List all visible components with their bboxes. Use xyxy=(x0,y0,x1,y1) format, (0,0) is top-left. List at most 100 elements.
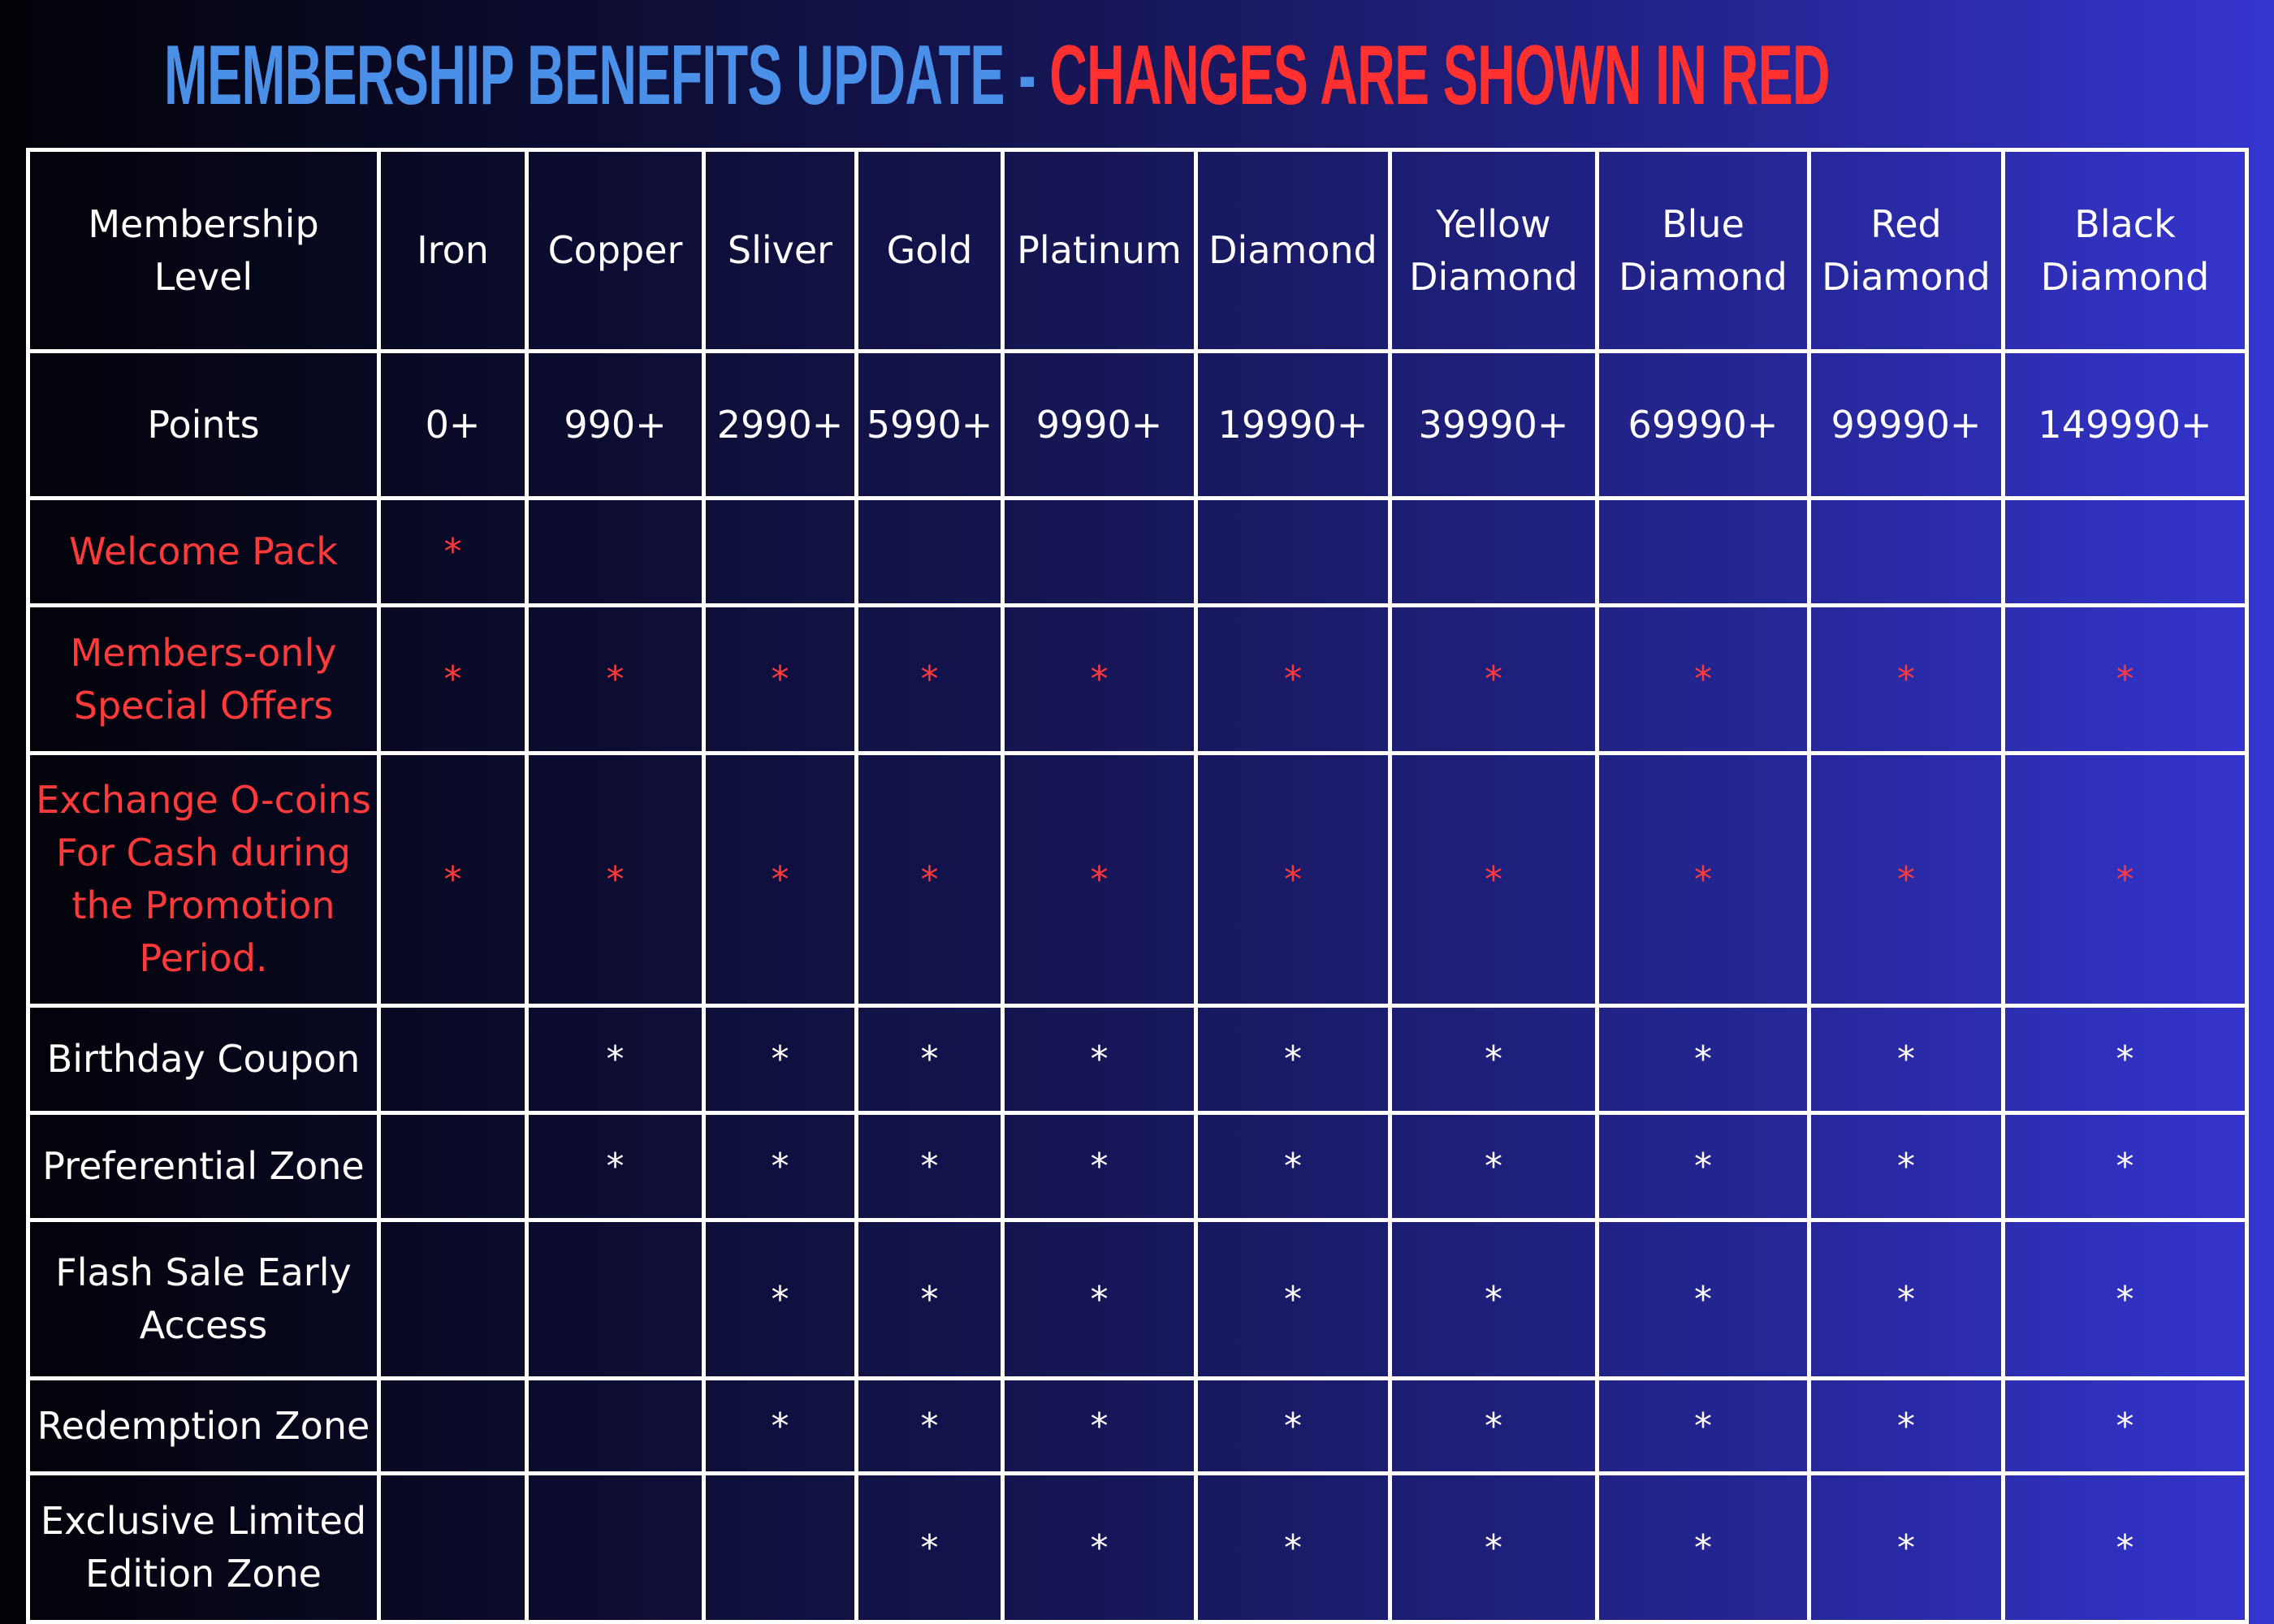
page-title: MEMBERSHIP BENEFITS UPDATE - CHANGES ARE… xyxy=(164,28,1831,123)
benefit-included-mark: * xyxy=(2001,1004,2249,1115)
benefit-empty-cell xyxy=(377,1004,529,1115)
benefit-empty-cell xyxy=(2001,496,2249,607)
benefit-included-mark: * xyxy=(1595,603,1811,755)
benefit-row: Birthday Coupon * * * * * * * * * xyxy=(26,1004,2249,1115)
membership-benefits-table: Membership Level Iron Copper Sliver Gold Plat… xyxy=(26,148,2249,1624)
benefit-empty-cell xyxy=(525,1376,706,1475)
benefit-row: Exchange O-coins For Cash during the Pro… xyxy=(26,751,2249,1008)
benefit-included-mark: * xyxy=(1807,1471,2005,1624)
points-value: 149990+ xyxy=(2001,349,2249,500)
points-value: 69990+ xyxy=(1595,349,1811,500)
benefit-included-mark: * xyxy=(1001,1471,1198,1624)
benefit-included-mark: * xyxy=(702,1004,858,1115)
benefit-included-mark: * xyxy=(377,603,529,755)
benefit-empty-cell xyxy=(525,1471,706,1624)
benefit-included-mark: * xyxy=(702,1218,858,1380)
benefit-included-mark: * xyxy=(2001,751,2249,1008)
benefit-included-mark: * xyxy=(1194,1376,1392,1475)
benefit-row: Welcome Pack * xyxy=(26,496,2249,607)
benefit-included-mark: * xyxy=(1595,1111,1811,1222)
level-header: Gold xyxy=(854,148,1005,353)
benefit-included-mark: * xyxy=(1194,1111,1392,1222)
level-header: Blue Diamond xyxy=(1595,148,1811,353)
points-value: 19990+ xyxy=(1194,349,1392,500)
benefit-included-mark: * xyxy=(854,1471,1005,1624)
benefit-included-mark: * xyxy=(2001,1111,2249,1222)
benefit-included-mark: * xyxy=(1001,1004,1198,1115)
benefit-included-mark: * xyxy=(854,603,1005,755)
benefit-empty-cell xyxy=(377,1218,529,1380)
level-header: Red Diamond xyxy=(1807,148,2005,353)
benefit-included-mark: * xyxy=(1388,751,1599,1008)
benefit-included-mark: * xyxy=(2001,1471,2249,1624)
level-header: Platinum xyxy=(1001,148,1198,353)
benefit-included-mark: * xyxy=(377,496,529,607)
benefit-included-mark: * xyxy=(1001,1111,1198,1222)
points-value: 990+ xyxy=(525,349,706,500)
benefit-included-mark: * xyxy=(1807,1376,2005,1475)
benefit-included-mark: * xyxy=(1595,1004,1811,1115)
benefit-row: Preferential Zone * * * * * * * * * xyxy=(26,1111,2249,1222)
benefit-included-mark: * xyxy=(1388,1218,1599,1380)
benefit-row: Exclusive Limited Edition Zone * * * * * * * xyxy=(26,1471,2249,1624)
benefit-included-mark: * xyxy=(1595,1218,1811,1380)
title-main: MEMBERSHIP BENEFITS UPDATE xyxy=(164,28,1005,123)
benefit-included-mark: * xyxy=(854,1111,1005,1222)
benefit-empty-cell xyxy=(854,496,1005,607)
benefit-included-mark: * xyxy=(854,1218,1005,1380)
membership-level-header: Membership Level xyxy=(26,148,381,353)
points-value: 0+ xyxy=(377,349,529,500)
benefit-included-mark: * xyxy=(702,1376,858,1475)
benefit-included-mark: * xyxy=(1807,1218,2005,1380)
benefit-included-mark: * xyxy=(1001,751,1198,1008)
benefit-label: Welcome Pack xyxy=(26,496,381,607)
benefit-included-mark: * xyxy=(1001,1218,1198,1380)
benefit-included-mark: * xyxy=(525,603,706,755)
benefit-included-mark: * xyxy=(1194,1471,1392,1624)
benefit-included-mark: * xyxy=(1388,603,1599,755)
level-header: Sliver xyxy=(702,148,858,353)
benefit-included-mark: * xyxy=(1388,1111,1599,1222)
benefit-included-mark: * xyxy=(525,1111,706,1222)
benefit-row: Redemption Zone * * * * * * * * xyxy=(26,1376,2249,1475)
benefit-empty-cell xyxy=(1388,496,1599,607)
benefit-included-mark: * xyxy=(1388,1471,1599,1624)
benefit-included-mark: * xyxy=(854,751,1005,1008)
benefit-included-mark: * xyxy=(525,751,706,1008)
level-header: Black Diamond xyxy=(2001,148,2249,353)
benefit-included-mark: * xyxy=(2001,603,2249,755)
benefit-included-mark: * xyxy=(702,751,858,1008)
benefit-included-mark: * xyxy=(2001,1218,2249,1380)
benefit-included-mark: * xyxy=(1388,1004,1599,1115)
benefit-included-mark: * xyxy=(854,1004,1005,1115)
benefit-included-mark: * xyxy=(2001,1376,2249,1475)
header-row: Membership Level Iron Copper Sliver Gold Plat… xyxy=(26,148,2249,353)
benefit-empty-cell xyxy=(525,1218,706,1380)
benefit-included-mark: * xyxy=(1001,1376,1198,1475)
benefit-empty-cell xyxy=(1595,496,1811,607)
benefit-included-mark: * xyxy=(1595,751,1811,1008)
benefit-empty-cell xyxy=(1194,496,1392,607)
level-header: Iron xyxy=(377,148,529,353)
level-header: Yellow Diamond xyxy=(1388,148,1599,353)
benefit-included-mark: * xyxy=(1194,1004,1392,1115)
points-value: 99990+ xyxy=(1807,349,2005,500)
points-value: 9990+ xyxy=(1001,349,1198,500)
benefit-label: Exclusive Limited Edition Zone xyxy=(26,1471,381,1624)
points-value: 39990+ xyxy=(1388,349,1599,500)
benefit-included-mark: * xyxy=(1595,1376,1811,1475)
points-value: 2990+ xyxy=(702,349,858,500)
benefit-included-mark: * xyxy=(702,603,858,755)
benefit-included-mark: * xyxy=(1194,603,1392,755)
benefit-included-mark: * xyxy=(1807,1004,2005,1115)
benefit-empty-cell xyxy=(377,1111,529,1222)
title-changes-note: CHANGES ARE SHOWN IN RED xyxy=(1049,28,1830,123)
points-value: 5990+ xyxy=(854,349,1005,500)
points-label: Points xyxy=(26,349,381,500)
benefit-included-mark: * xyxy=(1807,1111,2005,1222)
level-header: Copper xyxy=(525,148,706,353)
benefit-row: Members-only Special Offers * * * * * * * * * * xyxy=(26,603,2249,755)
benefit-empty-cell xyxy=(525,496,706,607)
benefit-included-mark: * xyxy=(702,1111,858,1222)
title-separator: - xyxy=(1004,28,1050,123)
